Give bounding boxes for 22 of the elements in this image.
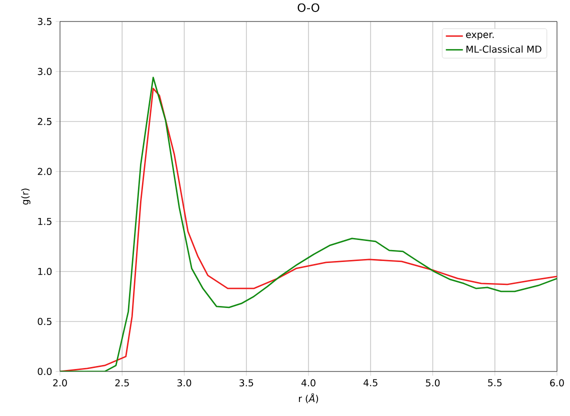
y-tick-label: 2.0	[38, 168, 52, 175]
legend-label: ML-Classical MD	[466, 45, 542, 53]
legend-label: exper.	[466, 32, 494, 40]
x-axis-title: r (Å)	[298, 392, 318, 404]
y-axis-title: g(r)	[21, 188, 30, 204]
x-tick-label: 3.5	[240, 379, 254, 386]
y-tick-label: 2.5	[38, 118, 52, 125]
y-tick-label: 3.5	[38, 18, 52, 25]
x-tick-label: 5.5	[488, 379, 502, 386]
y-tick-label: 1.0	[38, 268, 52, 275]
x-tick-label: 2.0	[53, 379, 67, 386]
y-tick-label: 1.5	[38, 218, 52, 225]
y-tick-label: 3.0	[38, 68, 52, 75]
x-tick-label: 4.0	[301, 379, 316, 386]
x-tick-label: 6.0	[550, 379, 564, 386]
x-tick-label: 4.5	[364, 379, 378, 386]
chart-title: O-O	[298, 3, 320, 12]
x-tick-label: 5.0	[426, 379, 440, 386]
x-tick-label: 3.0	[177, 379, 192, 386]
y-tick-label: 0.5	[38, 318, 52, 325]
x-tick-label: 2.5	[115, 379, 129, 386]
y-tick-label: 0.0	[38, 368, 52, 375]
